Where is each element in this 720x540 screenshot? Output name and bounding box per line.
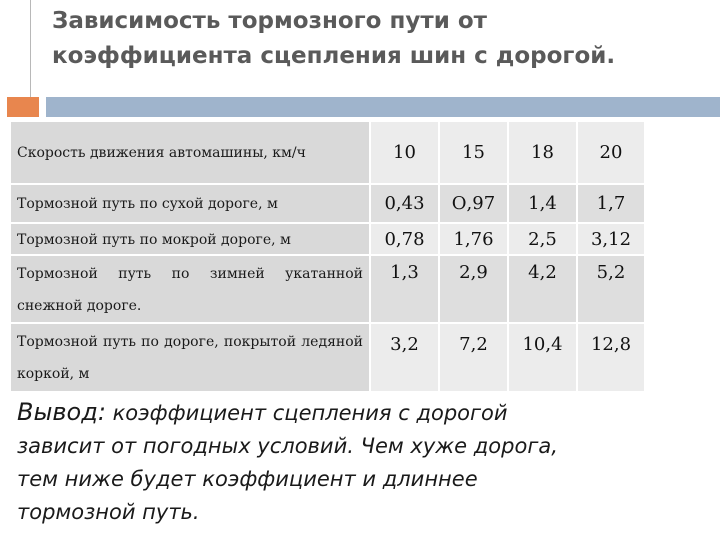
table-cell: 7,2 bbox=[438, 323, 508, 392]
table-cell: 3,12 bbox=[576, 223, 644, 255]
table-cell: 3,2 bbox=[369, 323, 439, 392]
conclusion-line-2: зависит от погодных условий. Чем хуже до… bbox=[17, 434, 558, 458]
slide-title: Зависимость тормозного пути от коэффицие… bbox=[52, 4, 692, 74]
table-row: Тормозной путь по зимней укатанной снежн… bbox=[11, 255, 644, 323]
speed-cell: 15 bbox=[438, 122, 508, 184]
table-cell: 2,5 bbox=[507, 223, 577, 255]
table-cell: 2,9 bbox=[438, 255, 508, 323]
speed-cell: 20 bbox=[576, 122, 644, 184]
table-cell: 5,2 bbox=[576, 255, 644, 323]
table-cell: 0,78 bbox=[369, 223, 439, 255]
table-row: Тормозной путь по мокрой дороге, м 0,78 … bbox=[11, 223, 644, 255]
decorative-blue-bar bbox=[46, 97, 720, 117]
conclusion-lead: Вывод: bbox=[17, 398, 106, 426]
table-cell: 1,76 bbox=[438, 223, 508, 255]
speed-cell: 18 bbox=[507, 122, 577, 184]
table-cell: 1,4 bbox=[507, 184, 577, 223]
table-cell: 1,7 bbox=[576, 184, 644, 223]
speed-cell: 10 bbox=[369, 122, 439, 184]
row-label: Тормозной путь по сухой дороге, м bbox=[11, 184, 370, 223]
conclusion-line-3: тем ниже будет коэффициент и длиннее bbox=[17, 467, 478, 491]
table-cell: 0,43 bbox=[369, 184, 439, 223]
header-label: Скорость движения автомашины, км/ч bbox=[11, 122, 370, 184]
conclusion-text: Вывод: коэффициент сцепления с дорогой з… bbox=[17, 396, 707, 529]
table-header-row: Скорость движения автомашины, км/ч 10 15… bbox=[11, 122, 644, 184]
decorative-vertical-line bbox=[30, 0, 31, 100]
table-cell: 4,2 bbox=[507, 255, 577, 323]
title-line-1: Зависимость тормозного пути от bbox=[52, 8, 487, 34]
table-cell: 10,4 bbox=[507, 323, 577, 392]
table-row: Тормозной путь по дороге, покрытой ледян… bbox=[11, 323, 644, 392]
table-cell: 1,3 bbox=[369, 255, 439, 323]
row-label: Тормозной путь по зимней укатанной снежн… bbox=[11, 255, 370, 323]
row-label: Тормозной путь по мокрой дороге, м bbox=[11, 223, 370, 255]
conclusion-line-4: тормозной путь. bbox=[17, 500, 200, 524]
table-row: Тормозной путь по сухой дороге, м 0,43 О… bbox=[11, 184, 644, 223]
table-cell: 12,8 bbox=[576, 323, 644, 392]
braking-distance-table: Скорость движения автомашины, км/ч 10 15… bbox=[11, 122, 644, 393]
row-label: Тормозной путь по дороге, покрытой ледян… bbox=[11, 323, 370, 392]
conclusion-line-1: коэффициент сцепления с дорогой bbox=[112, 401, 508, 425]
decorative-orange-square bbox=[7, 97, 39, 117]
table-cell: О,97 bbox=[438, 184, 508, 223]
title-line-2: коэффициента сцепления шин с дорогой. bbox=[52, 43, 616, 69]
